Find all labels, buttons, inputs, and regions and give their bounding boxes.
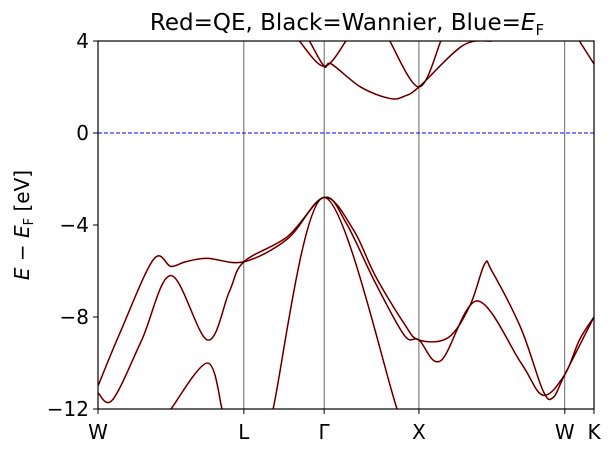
band-qe-1 xyxy=(98,196,594,404)
ylabel-e1: E xyxy=(10,267,34,280)
title-symbol: E xyxy=(521,10,536,36)
series-wannier xyxy=(98,41,594,409)
y-axis-label: E − EF [eV] xyxy=(10,170,37,280)
band-qe-3 xyxy=(170,362,223,409)
title-subscript: F xyxy=(535,21,544,39)
band-wannier-2 xyxy=(98,196,594,400)
band-qe-5 xyxy=(308,41,493,100)
ylabel-unit: [eV] xyxy=(10,170,34,218)
series-qe xyxy=(98,41,594,409)
ylabel-subscript: F xyxy=(22,218,37,225)
band-wannier-1 xyxy=(98,196,594,403)
band-wannier-8 xyxy=(579,41,594,65)
chart-title: Red=QE, Black=Wannier, Blue=EF xyxy=(150,10,544,39)
x-tick-label-4: X xyxy=(412,420,426,444)
plot-frame xyxy=(97,40,595,410)
y-ticks: −12 −8 −4 0 4 xyxy=(47,29,98,421)
band-wannier-3 xyxy=(170,362,223,409)
x-tick-label-3: Γ xyxy=(319,420,331,444)
band-qe-6 xyxy=(298,41,347,68)
x-tick-label-5: W xyxy=(555,420,575,444)
y-tick-label-1: −12 xyxy=(47,397,89,421)
title-prefix: Red=QE, Black=Wannier, Blue= xyxy=(150,10,521,36)
kpoint-lines xyxy=(243,41,566,409)
band-qe-7 xyxy=(389,41,442,88)
band-wannier-5 xyxy=(309,41,492,100)
band-wannier-4 xyxy=(272,197,398,409)
x-tick-label-1: W xyxy=(88,420,108,444)
y-tick-label-4: 0 xyxy=(76,121,89,145)
x-tick-label-2: L xyxy=(238,420,250,444)
y-tick-label-3: −4 xyxy=(60,213,89,237)
band-qe-2 xyxy=(98,196,594,401)
ylabel-e2: E xyxy=(10,225,34,238)
y-tick-label-5: 4 xyxy=(76,29,89,53)
ylabel-minus: − xyxy=(10,238,34,267)
band-wannier-6 xyxy=(299,41,347,67)
y-tick-label-2: −8 xyxy=(60,305,89,329)
x-tick-label-6: K xyxy=(587,420,601,444)
bands-layer xyxy=(98,41,594,409)
